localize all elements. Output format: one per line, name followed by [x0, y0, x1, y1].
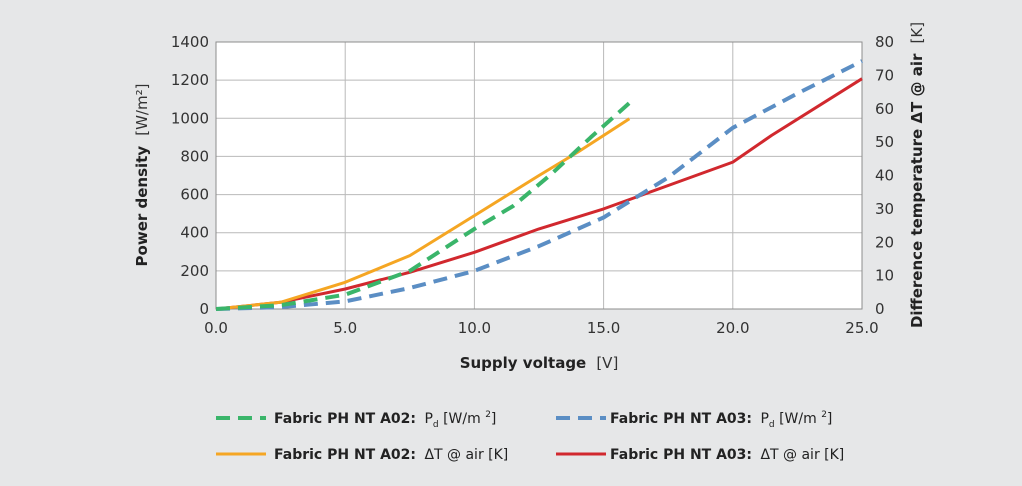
y-left-axis-label-unit: [W/m²]	[133, 84, 151, 136]
y-right-tick-label: 20	[875, 233, 894, 251]
x-tick-labels: 0.0 5.0 10.0 15.0 20.0 25.0	[204, 319, 879, 337]
x-tick-label: 5.0	[333, 319, 357, 337]
y-right-axis-label-bold: Difference temperature ΔT @ air	[908, 53, 926, 328]
legend-a03-pd-bold: Fabric PH NT A03:	[610, 411, 752, 427]
y-right-tick-label: 60	[875, 100, 894, 118]
y-right-tick-label: 0	[875, 300, 885, 318]
x-axis-label: Supply voltage [V]	[460, 353, 619, 372]
y-left-tick-label: 200	[180, 262, 209, 280]
x-tick-label: 10.0	[458, 319, 491, 337]
legend-a03-pd-symbol: P	[760, 411, 768, 427]
series-line-1	[215, 101, 631, 311]
legend-a03-pd-unit-post: ]	[827, 411, 832, 427]
y-right-tick-labels: 0 10 20 30 40 50 60 70 80	[875, 33, 894, 318]
legend-a02-pd-unit-post: ]	[491, 411, 496, 427]
y-left-tick-label: 1400	[171, 33, 209, 51]
plot-border	[215, 41, 863, 310]
y-right-axis-label: Difference temperature ΔT @ air [K]	[907, 22, 926, 328]
legend-a02-pd-sup: 2	[485, 410, 491, 420]
y-right-tick-label: 70	[875, 66, 894, 84]
legend-a02-dt-bold: Fabric PH NT A02:	[274, 447, 416, 463]
x-tick-label: 20.0	[716, 319, 749, 337]
y-left-tick-label: 1200	[171, 71, 209, 89]
y-left-axis-label-bold: Power density	[133, 146, 151, 267]
legend-a03-pd-subscript: d	[769, 420, 775, 430]
y-left-tick-label: 1000	[171, 109, 209, 127]
y-right-axis-label-unit: [K]	[908, 22, 926, 44]
legend-entry-a02-pd: Fabric PH NT A02: Pd [W/m 2]	[274, 410, 496, 430]
legend-a03-dt-plain: ΔT @ air [K]	[760, 447, 844, 463]
y-right-tick-label: 40	[875, 167, 894, 185]
legend-entry-a03-dt: Fabric PH NT A03: ΔT @ air [K]	[610, 447, 844, 463]
x-tick-label: 0.0	[204, 319, 228, 337]
y-left-axis-label: Power density [W/m²]	[132, 84, 151, 267]
y-left-tick-label: 600	[180, 186, 209, 204]
y-left-tick-labels: 0 200 400 600 800 1000 1200 1400	[171, 33, 209, 318]
legend-a02-pd-bold: Fabric PH NT A02:	[274, 411, 416, 427]
legend: Fabric PH NT A02: Pd [W/m 2] Fabric PH N…	[216, 410, 844, 463]
x-tick-label: 15.0	[587, 319, 620, 337]
legend-a02-pd-subscript: d	[433, 420, 439, 430]
legend-entry-a02-dt: Fabric PH NT A02: ΔT @ air [K]	[274, 447, 508, 463]
x-axis-label-bold: Supply voltage	[460, 354, 587, 372]
legend-a03-pd-sup: 2	[821, 410, 827, 420]
legend-a03-pd-unit-pre: [W/m	[775, 411, 822, 427]
plot-frame	[215, 41, 863, 310]
y-right-tick-label: 10	[875, 267, 894, 285]
legend-entry-a03-pd: Fabric PH NT A03: Pd [W/m 2]	[610, 410, 832, 430]
y-right-tick-label: 50	[875, 133, 894, 151]
x-tick-label: 25.0	[845, 319, 878, 337]
y-right-tick-label: 80	[875, 33, 894, 51]
y-left-tick-label: 400	[180, 224, 209, 242]
series-lines	[215, 59, 863, 311]
legend-a02-pd-symbol: P	[424, 411, 432, 427]
series-line-4	[215, 77, 863, 311]
legend-a02-dt-plain: ΔT @ air [K]	[424, 447, 508, 463]
y-right-tick-label: 30	[875, 200, 894, 218]
x-axis-label-unit: [V]	[596, 354, 618, 372]
legend-a02-pd-unit-pre: [W/m	[439, 411, 486, 427]
y-left-tick-label: 0	[199, 300, 209, 318]
legend-a03-dt-bold: Fabric PH NT A03:	[610, 447, 752, 463]
y-left-tick-label: 800	[180, 147, 209, 165]
series-line-2	[215, 59, 863, 311]
